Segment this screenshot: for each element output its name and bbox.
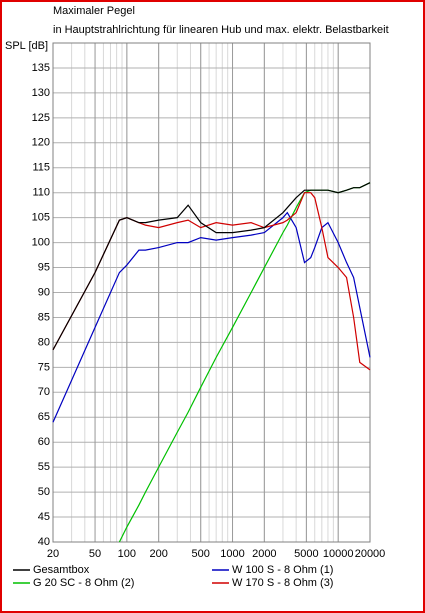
x-tick-label: 1000: [220, 548, 244, 560]
x-tick-label: 5000: [294, 548, 318, 560]
y-tick-label: 120: [32, 137, 50, 149]
y-tick-label: 40: [38, 536, 50, 548]
y-tick-label: 115: [32, 162, 50, 174]
x-tick-label: 20: [47, 548, 59, 560]
chart-title: Maximaler Pegel: [53, 5, 135, 17]
y-tick-label: 80: [38, 336, 50, 348]
y-tick-label: 45: [38, 511, 50, 523]
y-tick-label: 135: [32, 62, 50, 74]
plot-border: [52, 42, 371, 543]
y-tick-label: 70: [38, 386, 50, 398]
legend-label: Gesamtbox: [33, 564, 90, 576]
x-tick-label: 20000: [355, 548, 386, 560]
y-tick-label: 100: [32, 237, 50, 249]
y-tick-label: 75: [38, 361, 50, 373]
x-tick-label: 50: [89, 548, 101, 560]
y-tick-label: 105: [32, 212, 50, 224]
x-tick-label: 500: [192, 548, 210, 560]
y-tick-label: 65: [38, 411, 50, 423]
y-tick-label: 85: [38, 311, 50, 323]
x-tick-label: 10000: [323, 548, 354, 560]
y-tick-label: 90: [38, 286, 50, 298]
y-axis-label: SPL [dB]: [5, 40, 48, 52]
y-tick-label: 55: [38, 461, 50, 473]
series-line: [52, 211, 371, 423]
y-tick-label: 60: [38, 436, 50, 448]
y-tick-label: 50: [38, 486, 50, 498]
y-tick-label: 110: [32, 187, 50, 199]
legend-label: W 100 S - 8 Ohm (1): [232, 564, 333, 576]
legend-label: W 170 S - 8 Ohm (3): [232, 577, 333, 589]
y-tick-label: 130: [32, 87, 50, 99]
y-tick-label: 95: [38, 261, 50, 273]
x-tick-label: 2000: [252, 548, 276, 560]
chart-subtitle: in Hauptstrahlrichtung für linearen Hub …: [53, 24, 389, 36]
x-tick-label: 100: [118, 548, 136, 560]
y-tick-label: 125: [32, 112, 50, 124]
legend-label: G 20 SC - 8 Ohm (2): [33, 577, 134, 589]
x-tick-label: 200: [149, 548, 167, 560]
series-line: [52, 182, 371, 351]
